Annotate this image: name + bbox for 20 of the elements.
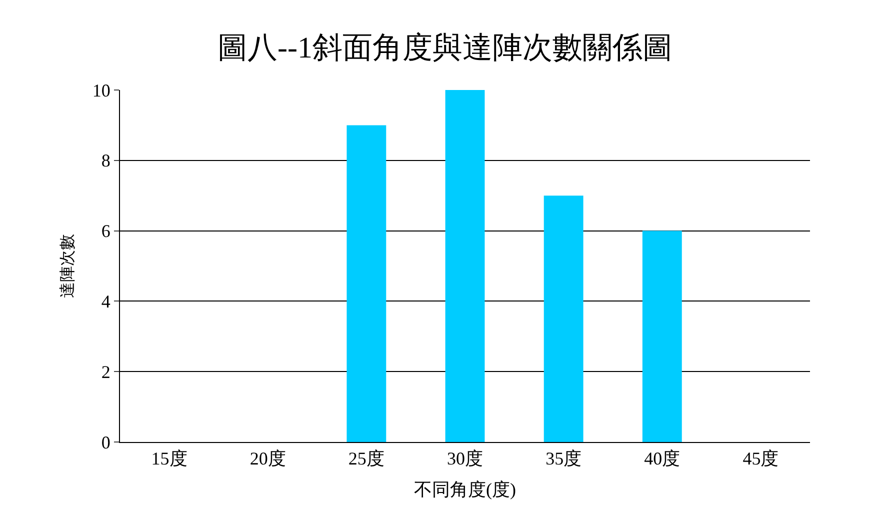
bar bbox=[642, 230, 682, 442]
y-tick-label: 8 bbox=[101, 150, 110, 171]
x-tick-label: 35度 bbox=[546, 448, 582, 469]
x-tick-label: 20度 bbox=[250, 448, 286, 469]
bar bbox=[346, 125, 386, 442]
x-tick-label: 25度 bbox=[348, 448, 384, 469]
x-tick-label: 30度 bbox=[447, 448, 483, 469]
bar bbox=[445, 90, 485, 442]
x-tick-label: 45度 bbox=[742, 448, 779, 469]
y-tick-label: 0 bbox=[101, 432, 110, 452]
chart-title: 圖八--1斜面角度與達陣次數關係圖 bbox=[218, 32, 672, 65]
y-tick-label: 6 bbox=[101, 221, 110, 242]
y-tick-label: 4 bbox=[101, 292, 110, 312]
y-tick-label: 10 bbox=[92, 80, 110, 100]
x-axis-title: 不同角度(度) bbox=[414, 480, 516, 500]
y-axis-title: 達陣次數 bbox=[58, 234, 76, 298]
y-tick-label: 2 bbox=[101, 362, 110, 382]
x-tick-label: 15度 bbox=[151, 448, 188, 469]
x-tick-label: 40度 bbox=[644, 448, 680, 469]
bar bbox=[544, 196, 584, 442]
